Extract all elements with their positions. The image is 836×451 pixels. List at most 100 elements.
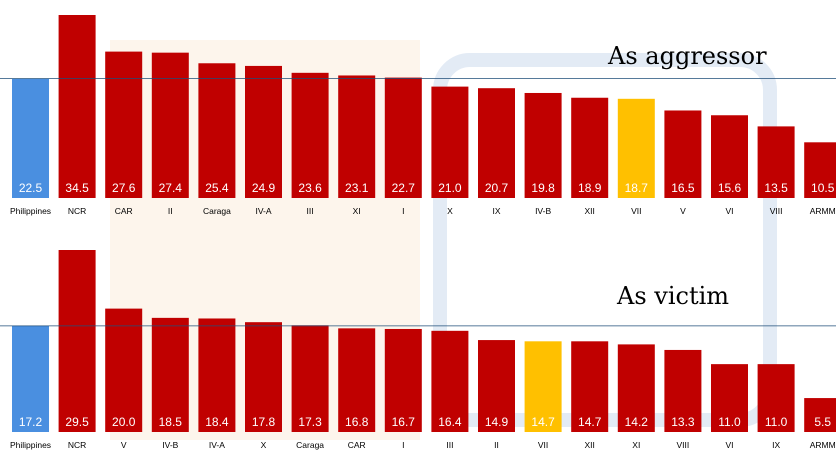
bar bbox=[524, 341, 562, 432]
x-tick-label: VII bbox=[538, 440, 548, 450]
value-label: 17.2 bbox=[19, 415, 43, 429]
bar bbox=[338, 328, 376, 432]
bar bbox=[664, 349, 702, 432]
bar bbox=[617, 98, 655, 198]
x-tick-label: VI bbox=[725, 440, 733, 450]
x-tick-label: II bbox=[168, 206, 173, 216]
bar bbox=[711, 364, 748, 432]
x-tick-label: XI bbox=[353, 206, 361, 216]
x-tick-label: Philippines bbox=[10, 206, 51, 216]
bar bbox=[478, 88, 515, 198]
bar bbox=[245, 65, 282, 198]
bar bbox=[384, 77, 422, 198]
value-label: 21.0 bbox=[438, 181, 462, 195]
bar bbox=[711, 115, 748, 198]
x-tick-label: XI bbox=[632, 440, 640, 450]
bar bbox=[804, 142, 836, 198]
x-tick-label: II bbox=[494, 440, 499, 450]
bar bbox=[58, 15, 96, 198]
value-label: 14.7 bbox=[578, 415, 602, 429]
value-label: 14.2 bbox=[625, 415, 649, 429]
x-tick-label: III bbox=[307, 206, 314, 216]
value-label: 5.5 bbox=[814, 415, 831, 429]
x-tick-label: I bbox=[402, 206, 404, 216]
x-tick-label: VI bbox=[725, 206, 733, 216]
value-label: 20.0 bbox=[112, 415, 136, 429]
bar bbox=[198, 318, 236, 432]
x-tick-label: VIII bbox=[770, 206, 783, 216]
value-label: 20.7 bbox=[485, 181, 509, 195]
x-tick-label: V bbox=[680, 206, 686, 216]
value-label: 27.4 bbox=[159, 181, 183, 195]
value-label: 22.5 bbox=[19, 181, 43, 195]
x-tick-label: ARMM bbox=[810, 440, 836, 450]
x-tick-label: V bbox=[121, 440, 127, 450]
bar bbox=[58, 250, 96, 432]
x-tick-label: X bbox=[447, 206, 453, 216]
value-label: 27.6 bbox=[112, 181, 136, 195]
value-label: 23.6 bbox=[298, 181, 322, 195]
x-tick-label: IV-B bbox=[535, 206, 551, 216]
bar bbox=[105, 308, 143, 432]
bar bbox=[151, 317, 189, 432]
value-label: 11.0 bbox=[718, 415, 741, 429]
value-label: 19.8 bbox=[531, 181, 555, 195]
value-label: 18.4 bbox=[205, 415, 229, 429]
bar bbox=[12, 78, 49, 198]
value-label: 17.3 bbox=[298, 415, 322, 429]
value-label: 13.3 bbox=[671, 415, 695, 429]
x-tick-label: NCR bbox=[68, 206, 86, 216]
x-tick-label: VIII bbox=[677, 440, 690, 450]
value-label: 29.5 bbox=[65, 415, 89, 429]
x-tick-label: XII bbox=[584, 440, 594, 450]
value-label: 14.9 bbox=[485, 415, 509, 429]
bar bbox=[245, 322, 282, 432]
x-tick-label: IV-A bbox=[255, 206, 271, 216]
value-label: 18.9 bbox=[578, 181, 602, 195]
value-label: 24.9 bbox=[252, 181, 276, 195]
value-label: 10.5 bbox=[811, 181, 835, 195]
bar bbox=[291, 72, 329, 198]
chart-title: As aggressor bbox=[607, 42, 767, 70]
x-tick-label: Philippines bbox=[10, 440, 51, 450]
x-tick-label: VII bbox=[631, 206, 641, 216]
x-tick-label: Caraga bbox=[203, 206, 231, 216]
value-label: 17.8 bbox=[252, 415, 276, 429]
x-tick-label: NCR bbox=[68, 440, 86, 450]
x-tick-label: III bbox=[446, 440, 453, 450]
value-label: 16.7 bbox=[392, 415, 416, 429]
value-label: 11.0 bbox=[765, 415, 788, 429]
bar bbox=[338, 75, 376, 198]
bar bbox=[664, 110, 702, 198]
x-tick-label: IX bbox=[772, 440, 780, 450]
bar bbox=[524, 92, 562, 198]
value-label: 18.7 bbox=[625, 181, 649, 195]
bar bbox=[105, 51, 143, 198]
bar bbox=[571, 341, 609, 432]
bar bbox=[757, 364, 795, 432]
value-label: 16.4 bbox=[438, 415, 462, 429]
x-tick-label: CAR bbox=[348, 440, 366, 450]
value-label: 18.5 bbox=[159, 415, 183, 429]
bar bbox=[198, 63, 236, 199]
x-tick-label: IV-B bbox=[162, 440, 178, 450]
x-tick-label: IV-A bbox=[209, 440, 225, 450]
x-tick-label: IX bbox=[492, 206, 500, 216]
value-label: 14.7 bbox=[531, 415, 555, 429]
value-label: 22.7 bbox=[392, 181, 416, 195]
bar bbox=[617, 344, 655, 432]
value-label: 15.6 bbox=[718, 181, 742, 195]
bar bbox=[431, 330, 469, 432]
x-tick-label: ARMM bbox=[810, 206, 836, 216]
x-tick-label: Caraga bbox=[296, 440, 324, 450]
bar bbox=[431, 86, 469, 198]
value-label: 25.4 bbox=[205, 181, 229, 195]
value-label: 34.5 bbox=[65, 181, 89, 195]
x-tick-label: XII bbox=[584, 206, 594, 216]
value-label: 16.8 bbox=[345, 415, 369, 429]
bar bbox=[571, 97, 609, 198]
bar bbox=[291, 325, 329, 432]
value-label: 23.1 bbox=[345, 181, 369, 195]
value-label: 13.5 bbox=[764, 181, 788, 195]
